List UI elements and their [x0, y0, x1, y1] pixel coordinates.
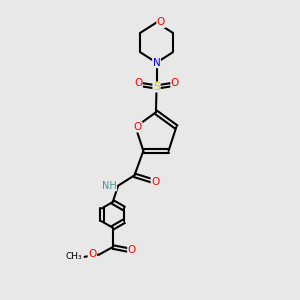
- Text: O: O: [128, 245, 136, 255]
- Text: O: O: [171, 78, 179, 88]
- Text: O: O: [88, 250, 96, 260]
- Text: S: S: [153, 82, 160, 92]
- Text: NH: NH: [102, 181, 117, 191]
- Text: O: O: [151, 177, 159, 187]
- Text: O: O: [157, 17, 165, 28]
- Text: CH₃: CH₃: [65, 252, 82, 261]
- Text: O: O: [134, 78, 142, 88]
- Text: O: O: [134, 122, 142, 132]
- Text: N: N: [153, 58, 160, 68]
